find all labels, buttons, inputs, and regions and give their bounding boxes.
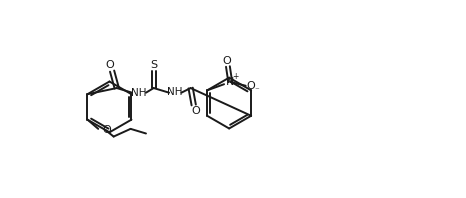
Text: ⁻: ⁻ xyxy=(254,86,259,95)
Text: O: O xyxy=(102,125,111,135)
Text: O: O xyxy=(223,56,232,66)
Text: N: N xyxy=(226,77,234,87)
Text: NH: NH xyxy=(167,87,183,97)
Text: O: O xyxy=(191,106,199,116)
Text: O: O xyxy=(247,81,255,91)
Text: O: O xyxy=(105,60,114,70)
Text: +: + xyxy=(233,72,239,81)
Text: S: S xyxy=(150,60,157,70)
Text: NH: NH xyxy=(131,88,147,98)
